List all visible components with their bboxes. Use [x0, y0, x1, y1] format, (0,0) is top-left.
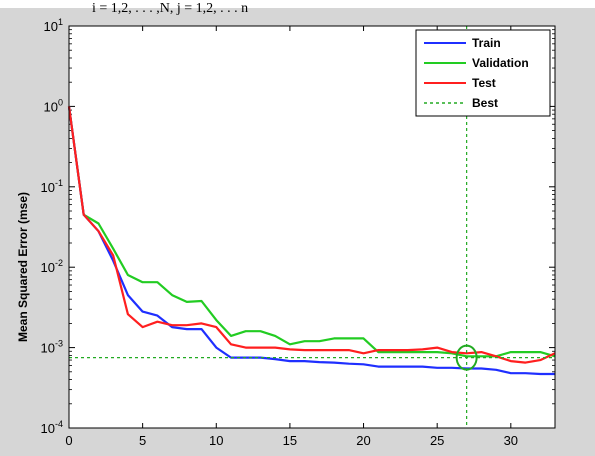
y-axis-label: Mean Squared Error (mse) [16, 192, 30, 342]
legend-label-test: Test [472, 76, 496, 90]
header-text: i = 1,2, . . . ,N, j = 1,2, . . . n [92, 1, 248, 16]
legend-label-train: Train [472, 36, 501, 50]
x-tick-label: 30 [504, 433, 518, 448]
x-tick-label: 15 [283, 433, 297, 448]
x-tick-label: 25 [430, 433, 444, 448]
legend: Train Validation Test Best [416, 30, 550, 116]
x-tick-label: 5 [139, 433, 146, 448]
legend-label-validation: Validation [472, 56, 529, 70]
x-tick-label: 10 [209, 433, 223, 448]
x-tick-label: 20 [356, 433, 370, 448]
x-tick-label: 0 [65, 433, 72, 448]
legend-label-best: Best [472, 96, 498, 110]
